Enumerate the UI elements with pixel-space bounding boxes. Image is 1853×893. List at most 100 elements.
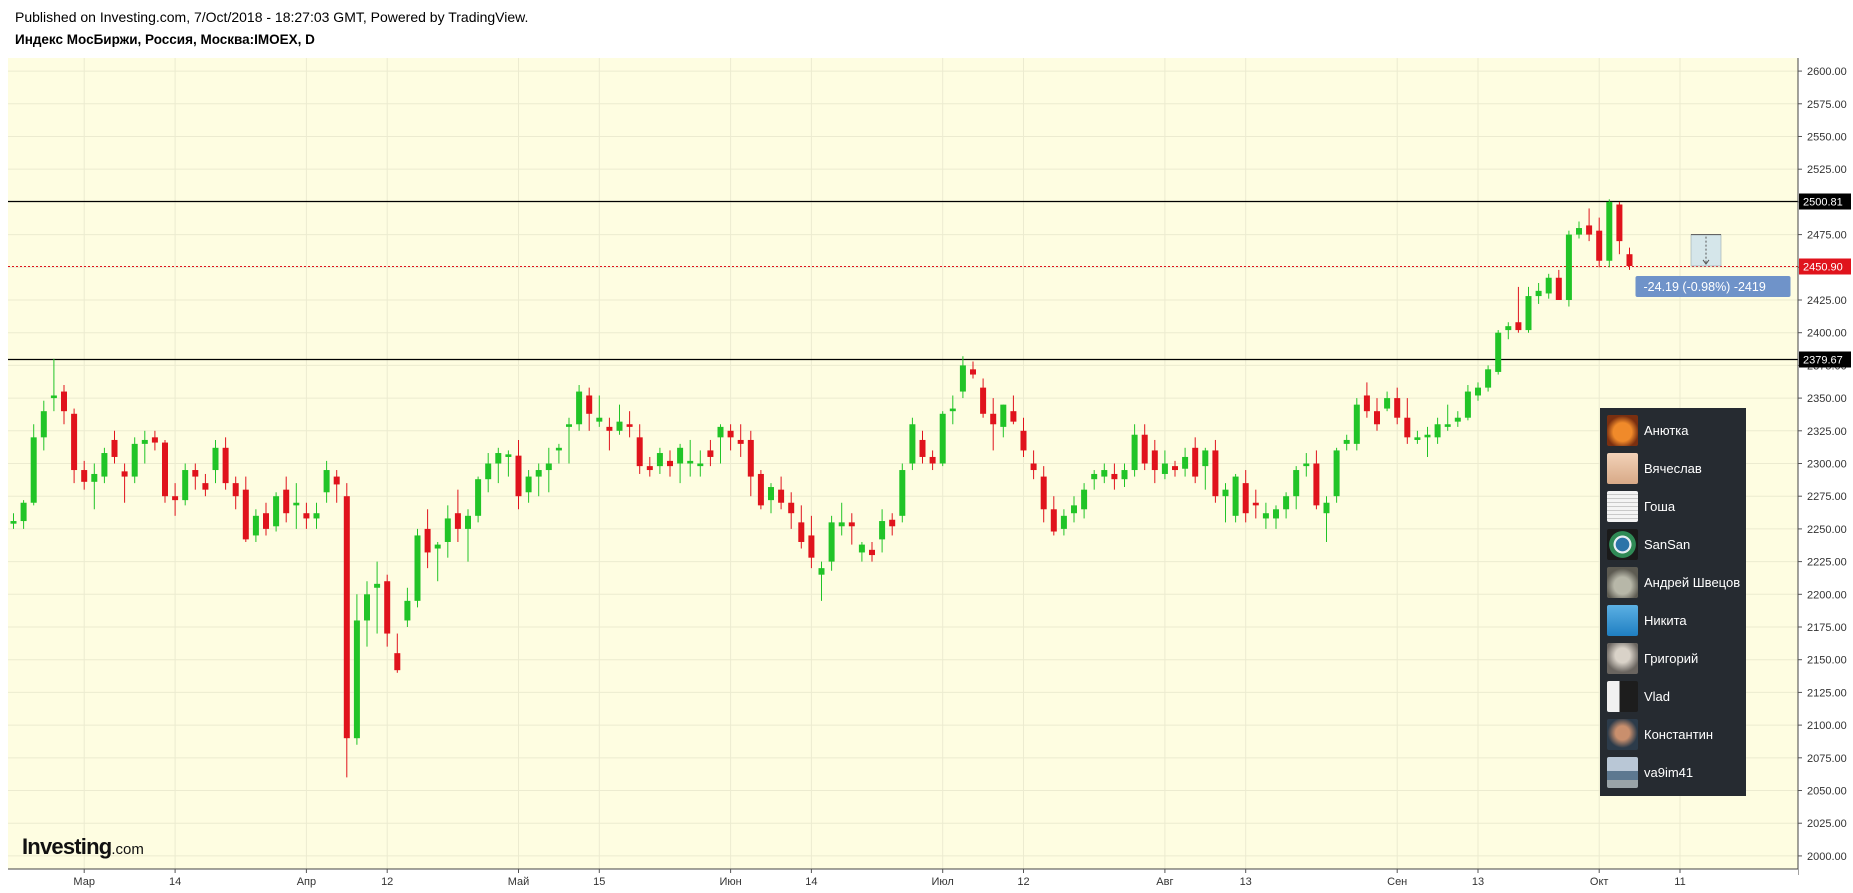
candle-body bbox=[919, 439, 926, 457]
candle-body bbox=[1081, 489, 1088, 510]
user-name: SanSan bbox=[1644, 536, 1691, 552]
candle-body bbox=[606, 426, 613, 431]
candle-body bbox=[71, 413, 78, 471]
candle-body bbox=[505, 454, 512, 457]
candle-body bbox=[626, 424, 633, 427]
user-row[interactable]: SanSan bbox=[1607, 525, 1746, 563]
candle-body bbox=[1565, 234, 1572, 300]
price-tick-label: 2550.00 bbox=[1807, 131, 1847, 143]
candle-body bbox=[1202, 450, 1209, 467]
candle-body bbox=[121, 471, 128, 477]
candle-body bbox=[323, 470, 330, 493]
candle-body bbox=[495, 453, 502, 464]
candle-body bbox=[1414, 437, 1421, 440]
candle-body bbox=[20, 502, 27, 522]
time-tick-label: Авг bbox=[1156, 876, 1173, 888]
time-axis-panel[interactable] bbox=[0, 869, 1798, 893]
price-tick-label: 2275.00 bbox=[1807, 491, 1847, 503]
user-row[interactable]: Гоша bbox=[1607, 487, 1746, 525]
candle-body bbox=[313, 513, 320, 519]
measure-tool[interactable]: -24.19 (-0.98%) -2419 bbox=[1635, 234, 1791, 297]
level-price-label-box bbox=[1799, 351, 1851, 368]
candle-body bbox=[1151, 450, 1158, 471]
candle-body bbox=[929, 456, 936, 464]
user-row[interactable]: Vlad bbox=[1607, 677, 1746, 715]
candle-body bbox=[1020, 430, 1027, 451]
candle-body bbox=[980, 387, 987, 414]
candle-body bbox=[333, 476, 340, 485]
level-price-label-box bbox=[1799, 193, 1851, 210]
time-tick-label: 15 bbox=[593, 876, 605, 888]
candle-body bbox=[40, 411, 47, 438]
candle-body bbox=[798, 522, 805, 542]
candle-body bbox=[353, 620, 360, 739]
candle-body bbox=[1424, 434, 1431, 438]
user-name: Константин bbox=[1644, 726, 1714, 742]
time-tick-label: Май bbox=[508, 876, 530, 888]
user-row[interactable]: Григорий bbox=[1607, 639, 1746, 677]
candle-body bbox=[465, 515, 471, 529]
document-avatar bbox=[1607, 490, 1638, 522]
person-avatar bbox=[1607, 680, 1638, 712]
candle-body bbox=[1555, 277, 1562, 300]
user-row[interactable]: Анютка bbox=[1607, 411, 1746, 449]
candle-body bbox=[131, 443, 138, 477]
candle-body bbox=[656, 453, 663, 467]
candle-body bbox=[1586, 225, 1593, 235]
candle-body bbox=[747, 439, 754, 477]
fox-avatar bbox=[1607, 414, 1638, 446]
user-panel: Анютка Вячеслав Гоша SanSan Андрей Швецов Ник… bbox=[1600, 408, 1746, 796]
candle-body bbox=[1050, 509, 1057, 532]
candle-body bbox=[232, 483, 239, 497]
candle-body bbox=[949, 408, 956, 412]
candle-body bbox=[141, 439, 148, 444]
price-axis-panel[interactable] bbox=[1798, 58, 1853, 869]
user-name: Вячеслав bbox=[1644, 460, 1702, 476]
candle-body bbox=[677, 447, 684, 464]
user-row[interactable]: Никита bbox=[1607, 601, 1746, 639]
user-row[interactable]: Константин bbox=[1607, 715, 1746, 753]
candle-body bbox=[212, 447, 219, 471]
candle-body bbox=[404, 600, 411, 621]
candle-body bbox=[1273, 509, 1279, 519]
candle-body bbox=[1131, 434, 1138, 471]
candle-body bbox=[182, 470, 189, 501]
logo-suffix-text: .com bbox=[111, 841, 144, 858]
user-row[interactable]: Андрей Швецов bbox=[1607, 563, 1746, 601]
user-row[interactable]: Вячеслав bbox=[1607, 449, 1746, 487]
candle-body bbox=[586, 395, 593, 414]
portrait-avatar bbox=[1607, 642, 1638, 674]
candle-body bbox=[737, 439, 744, 444]
candle-body bbox=[555, 447, 562, 451]
candle-body bbox=[61, 391, 67, 412]
candle-body bbox=[1495, 332, 1502, 372]
user-row[interactable]: va9im41 bbox=[1607, 753, 1746, 791]
price-tick-label: 2425.00 bbox=[1807, 295, 1847, 307]
price-tick-label: 2300.00 bbox=[1807, 459, 1847, 471]
candle-body bbox=[970, 369, 976, 375]
measure-label-text: -24.19 (-0.98%) -2419 bbox=[1644, 280, 1766, 294]
price-tick-label: 2225.00 bbox=[1807, 557, 1847, 569]
candle-body bbox=[1515, 322, 1522, 331]
candle-body bbox=[879, 521, 886, 540]
candle-body bbox=[939, 413, 946, 464]
candle-body bbox=[1313, 463, 1320, 506]
measure-label-box bbox=[1635, 275, 1791, 297]
candle-body bbox=[1404, 417, 1411, 438]
candle-body bbox=[687, 460, 694, 464]
candle-body bbox=[1485, 369, 1492, 388]
time-tick-label: 13 bbox=[1240, 876, 1252, 888]
candle-body bbox=[1626, 254, 1633, 266]
globe-avatar bbox=[1607, 528, 1638, 560]
candle-body bbox=[1000, 404, 1007, 427]
price-tick-label: 2475.00 bbox=[1807, 230, 1847, 242]
candle-body bbox=[1222, 489, 1229, 497]
time-tick-label: 13 bbox=[1472, 876, 1484, 888]
candle-body bbox=[636, 437, 643, 467]
plane-avatar bbox=[1607, 604, 1638, 636]
candle-body bbox=[222, 447, 229, 484]
level-price-label: 2500.81 bbox=[1803, 197, 1843, 209]
price-tick-label: 2350.00 bbox=[1807, 393, 1847, 405]
candle-body bbox=[616, 421, 623, 431]
